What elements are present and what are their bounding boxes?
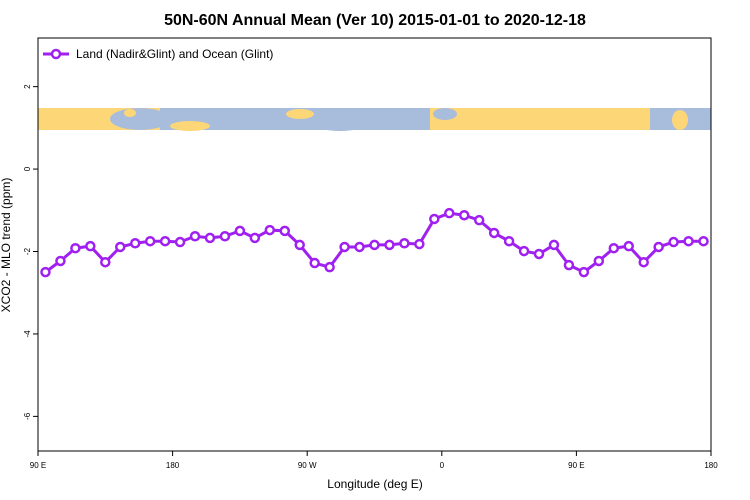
x-axis-label: Longitude (deg E) (327, 477, 422, 491)
data-point (429, 213, 440, 225)
data-point (414, 238, 425, 250)
x-tick-label: 90 E (568, 461, 584, 470)
data-point (593, 255, 605, 267)
data-point (159, 235, 171, 247)
data-point (384, 239, 395, 251)
data-point (578, 266, 590, 278)
data-point (144, 235, 156, 247)
legend-marker (50, 48, 62, 60)
data-point (70, 242, 81, 254)
map-land (170, 121, 210, 131)
data-point (698, 235, 709, 247)
data-point (85, 240, 96, 252)
x-tick-label: 90 W (298, 461, 317, 470)
data-point (608, 242, 620, 254)
data-point (339, 241, 350, 253)
data-point (294, 239, 305, 251)
data-point (234, 225, 246, 237)
data-point (129, 238, 141, 249)
data-point (653, 241, 664, 253)
x-tick-label: 180 (166, 461, 180, 470)
plot-frame (37, 37, 712, 452)
data-point (354, 241, 365, 253)
y-tick-label: -4 (23, 330, 32, 338)
data-point (309, 257, 320, 269)
data-point (369, 239, 380, 251)
map-land (124, 109, 136, 117)
data-point (40, 266, 51, 278)
data-point (264, 224, 276, 236)
data-point (174, 236, 186, 248)
data-point (668, 236, 679, 248)
y-tick-label: -6 (23, 412, 32, 420)
y-axis-label: XCO2 - MLO trend (ppm) (0, 178, 13, 313)
data-point (279, 225, 291, 237)
data-point (548, 239, 560, 251)
x-tick-label: 180 (704, 461, 718, 470)
chart-title: 50N-60N Annual Mean (Ver 10) 2015-01-01 … (164, 12, 586, 29)
map-land (286, 109, 314, 119)
data-point (219, 231, 231, 242)
y-tick-label: 0 (23, 166, 32, 171)
data-point (444, 207, 455, 219)
map-band (38, 108, 711, 131)
data-point (623, 240, 634, 252)
data-point (100, 256, 111, 268)
data-point (533, 248, 545, 260)
data-point (683, 235, 694, 247)
map-ocean (315, 117, 365, 131)
data-point (503, 235, 515, 247)
data-point (458, 209, 470, 221)
x-tick-label: 0 (440, 461, 445, 470)
map-ocean (433, 108, 457, 120)
legend-label: Land (Nadir&Glint) and Ocean (Glint) (76, 47, 273, 61)
data-point (249, 232, 261, 244)
y-tick-label: -2 (23, 247, 32, 255)
data-point (638, 256, 649, 268)
data-point (399, 238, 410, 249)
data-point (204, 232, 216, 244)
y-tick-label: 2 (23, 84, 32, 89)
data-point (488, 227, 500, 239)
data-point (518, 245, 530, 257)
data-point (55, 255, 66, 267)
data-point (563, 259, 575, 271)
x-tick-label: 90 E (30, 461, 46, 470)
map-land (672, 110, 688, 130)
data-point (324, 261, 335, 273)
data-point (189, 231, 201, 242)
data-point (473, 214, 485, 226)
data-point (115, 241, 126, 253)
